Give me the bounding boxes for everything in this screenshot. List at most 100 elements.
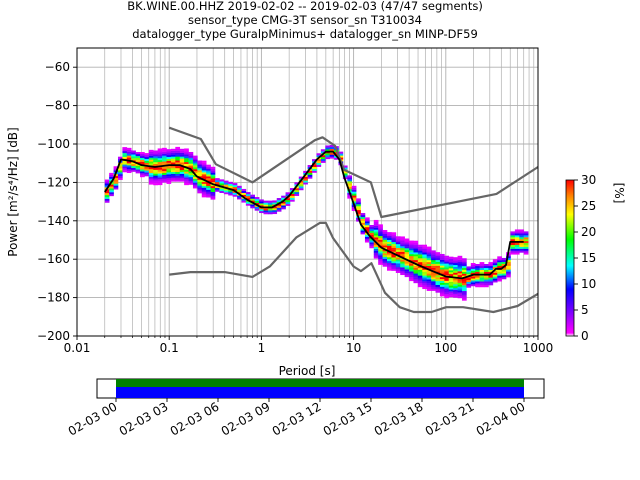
density-cell	[162, 153, 167, 156]
density-cell	[431, 259, 436, 263]
density-cell	[206, 187, 211, 190]
density-cell	[382, 262, 388, 265]
density-cell	[413, 246, 419, 249]
density-cell	[228, 193, 233, 196]
density-cell	[382, 264, 388, 267]
density-cell	[298, 184, 304, 187]
density-cell	[184, 161, 189, 165]
density-cell	[382, 245, 388, 248]
density-cell	[409, 259, 414, 262]
density-cell	[289, 193, 295, 196]
density-cell	[492, 270, 498, 273]
density-cell	[364, 217, 370, 220]
density-cell	[453, 266, 458, 269]
density-cell	[457, 274, 463, 278]
density-cell	[373, 223, 379, 226]
density-cell	[153, 163, 158, 167]
density-cell	[303, 178, 308, 181]
density-cell	[488, 275, 494, 278]
density-cell	[192, 167, 198, 170]
density-cell	[506, 265, 511, 268]
density-cell	[104, 191, 110, 194]
density-cell	[298, 186, 304, 189]
density-cell	[395, 257, 401, 260]
density-cell	[285, 192, 291, 195]
density-cell	[391, 236, 397, 239]
density-cell	[148, 180, 154, 183]
density-cell	[162, 161, 167, 164]
y-tick-label: −160	[37, 252, 70, 266]
density-cell	[347, 181, 353, 184]
density-cell	[320, 149, 326, 152]
density-cell	[104, 179, 110, 182]
density-cell	[188, 151, 194, 155]
density-cell	[117, 177, 123, 180]
density-cell	[267, 212, 273, 215]
density-cell	[422, 254, 427, 257]
density-cell	[461, 271, 467, 274]
density-cell	[439, 288, 445, 291]
density-cell	[223, 182, 229, 185]
density-cell	[144, 166, 150, 169]
density-cell	[197, 183, 203, 186]
density-cell	[475, 264, 480, 267]
density-cell	[382, 241, 388, 244]
density-cell	[422, 250, 427, 253]
density-cell	[312, 166, 317, 169]
density-cell	[179, 148, 185, 151]
density-cell	[338, 151, 344, 154]
density-cell	[439, 292, 445, 295]
density-cell	[400, 261, 405, 264]
density-cell	[373, 246, 379, 249]
density-cell	[417, 252, 423, 255]
density-cell	[131, 165, 136, 168]
density-cell	[131, 167, 136, 170]
density-cell	[316, 164, 322, 167]
density-cell	[519, 233, 525, 236]
density-cell	[360, 228, 366, 231]
density-cell	[153, 169, 158, 172]
density-cell	[457, 288, 463, 291]
density-cell	[400, 253, 405, 256]
density-cell	[122, 150, 128, 154]
density-cell	[439, 290, 445, 293]
density-cell	[382, 237, 388, 240]
y-tick-label: −80	[45, 99, 70, 113]
density-cell	[135, 165, 141, 168]
density-cell	[475, 275, 480, 278]
density-cell	[237, 189, 242, 192]
density-cell	[461, 283, 467, 286]
density-cell	[378, 233, 383, 237]
density-cell	[417, 250, 423, 253]
density-cell	[184, 163, 189, 166]
density-cell	[307, 170, 313, 173]
density-cell	[501, 259, 507, 262]
density-cell	[453, 274, 458, 277]
density-cell	[157, 175, 163, 178]
density-cell	[192, 182, 198, 185]
density-cell	[175, 150, 181, 153]
density-cell	[188, 163, 194, 166]
density-cell	[126, 151, 132, 154]
density-cell	[457, 255, 463, 258]
density-cell	[461, 262, 467, 265]
density-cell	[272, 206, 278, 209]
density-cell	[201, 187, 207, 190]
density-cell	[210, 195, 216, 198]
density-cell	[201, 166, 207, 169]
density-cell	[338, 153, 344, 156]
density-cell	[263, 210, 269, 213]
colorbar-label: [%]	[612, 183, 626, 204]
plot-frame	[76, 47, 539, 337]
density-cell	[126, 170, 132, 174]
density-cell	[453, 257, 458, 260]
density-cell	[519, 229, 525, 232]
density-cell	[439, 275, 445, 278]
density-cell	[400, 244, 405, 247]
density-cell	[153, 173, 158, 176]
density-cell	[431, 275, 436, 278]
density-cell	[413, 279, 419, 282]
density-cell	[329, 156, 335, 159]
density-cell	[245, 195, 251, 199]
density-cell	[409, 246, 414, 249]
